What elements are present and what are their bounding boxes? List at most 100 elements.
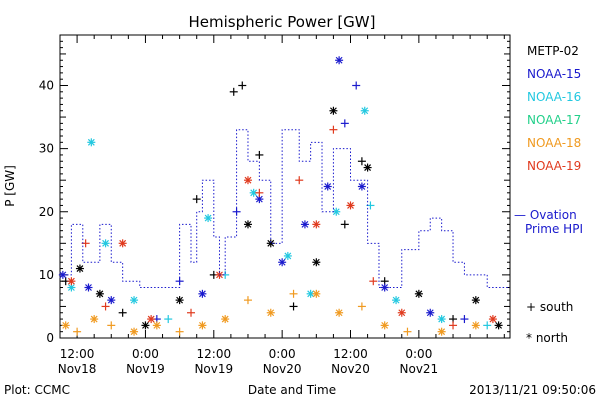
x-tick-label-date: Nov19	[194, 362, 233, 376]
south-marker	[164, 315, 173, 324]
series-noaa-16	[67, 106, 492, 330]
y-tick-label: 40	[39, 79, 54, 93]
y-tick-label: 30	[39, 142, 54, 156]
marker-legend-north: * north	[526, 331, 568, 345]
north-marker	[107, 296, 116, 305]
north-marker	[198, 321, 207, 330]
north-marker	[300, 220, 309, 229]
series-noaa-18	[61, 289, 480, 336]
south-marker	[340, 220, 349, 229]
north-marker	[266, 239, 275, 248]
south-marker	[73, 327, 82, 336]
north-marker	[243, 220, 252, 229]
south-marker	[340, 119, 349, 128]
legend: METP-02 NOAA-15 NOAA-16 NOAA-17 NOAA-18 NOAA-…	[514, 44, 583, 345]
north-marker	[221, 315, 230, 324]
north-marker	[346, 201, 355, 210]
north-marker	[147, 315, 156, 324]
x-tick-label-date: Nov20	[263, 362, 302, 376]
south-marker	[352, 81, 361, 90]
north-marker	[363, 163, 372, 172]
legend-entry: NOAA-15	[527, 67, 581, 81]
north-marker	[392, 296, 401, 305]
north-marker	[329, 106, 338, 115]
legend-entry: METP-02	[527, 44, 579, 58]
legend-entry-ovation: Prime HPI	[525, 222, 583, 236]
y-tick-label: 10	[39, 268, 54, 282]
north-marker	[84, 283, 93, 292]
north-marker	[118, 239, 127, 248]
x-axis: 12:00Nov180:00Nov1912:00Nov190:00Nov2012…	[58, 35, 505, 376]
north-marker	[67, 277, 76, 286]
plot-frame	[59, 34, 511, 339]
y-axis: 0 10 20 30 40	[39, 34, 510, 345]
south-marker	[357, 302, 366, 311]
north-marker	[90, 315, 99, 324]
north-marker	[75, 264, 84, 273]
north-marker	[471, 296, 480, 305]
north-marker	[357, 182, 366, 191]
x-tick-label-time: 0:00	[269, 347, 296, 361]
north-marker	[101, 239, 110, 248]
series-noaa-15	[58, 56, 469, 324]
north-marker	[266, 308, 275, 317]
south-marker	[460, 315, 469, 324]
south-marker	[238, 81, 247, 90]
north-marker	[323, 182, 332, 191]
south-marker	[289, 289, 298, 298]
north-marker	[414, 289, 423, 298]
north-marker	[130, 327, 139, 336]
south-marker	[107, 321, 116, 330]
north-marker	[130, 296, 139, 305]
chart-title: Hemispheric Power [GW]	[189, 13, 376, 31]
series-metp-02	[61, 81, 503, 330]
north-marker	[488, 315, 497, 324]
y-tick-label: 0	[46, 331, 54, 345]
south-marker	[255, 150, 264, 159]
north-marker	[283, 251, 292, 260]
north-marker	[437, 327, 446, 336]
south-marker	[187, 308, 196, 317]
north-marker	[152, 321, 161, 330]
north-marker	[437, 315, 446, 324]
north-marker	[278, 258, 287, 267]
north-marker	[380, 321, 389, 330]
south-marker	[295, 176, 304, 185]
legend-entry: NOAA-17	[527, 113, 581, 127]
north-marker	[204, 214, 213, 223]
x-axis-label: Date and Time	[248, 383, 336, 397]
x-tick-label-date: Nov21	[400, 362, 439, 376]
legend-entry-ovation: — Ovation	[514, 208, 577, 222]
x-tick-label-time: 12:00	[60, 347, 95, 361]
south-marker	[175, 327, 184, 336]
north-marker	[95, 289, 104, 298]
south-marker	[369, 277, 378, 286]
x-tick-label-time: 0:00	[132, 347, 159, 361]
south-marker	[357, 157, 366, 166]
north-marker	[426, 308, 435, 317]
x-tick-label-date: Nov18	[58, 362, 97, 376]
north-marker	[175, 296, 184, 305]
y-tick-label: 20	[39, 205, 54, 219]
north-marker	[141, 321, 150, 330]
legend-entry: NOAA-16	[527, 90, 581, 104]
south-marker	[101, 302, 110, 311]
legend-entry: NOAA-18	[527, 136, 581, 150]
legend-entry: NOAA-19	[527, 159, 581, 173]
south-marker	[243, 296, 252, 305]
north-marker	[312, 258, 321, 267]
north-marker	[61, 321, 70, 330]
south-marker	[192, 195, 201, 204]
north-marker	[306, 289, 315, 298]
north-marker	[312, 289, 321, 298]
north-marker	[198, 289, 207, 298]
x-tick-label-time: 12:00	[197, 347, 232, 361]
series-ovation-prime-hpi	[60, 129, 510, 288]
south-marker	[289, 302, 298, 311]
north-marker	[243, 176, 252, 185]
south-marker	[449, 321, 458, 330]
x-tick-label-date: Nov19	[126, 362, 165, 376]
x-tick-label-time: 12:00	[333, 347, 368, 361]
south-marker	[403, 327, 412, 336]
